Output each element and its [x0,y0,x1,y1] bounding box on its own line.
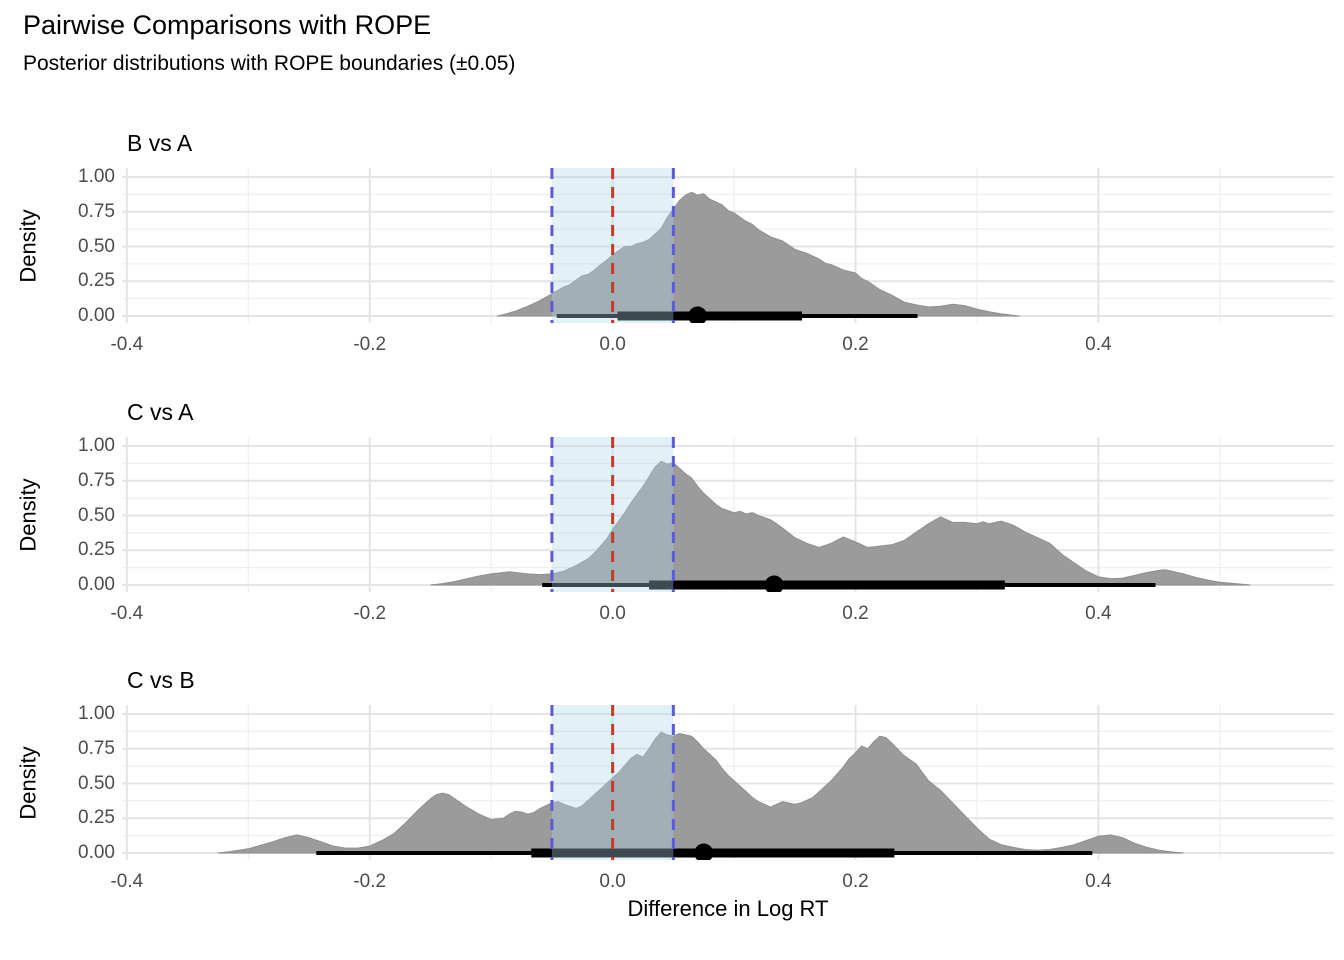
x-tick-label: -0.2 [353,871,387,892]
point-estimate [694,843,714,860]
y-tick-label: 0.00 [78,305,115,326]
y-tick-label: 1.00 [78,703,115,724]
x-tick-label: -0.2 [353,603,387,624]
y-tick-label: 1.00 [78,166,115,187]
density-area [430,460,1251,586]
y-tick-label: 0.75 [78,469,115,491]
y-tick-label: 0.75 [78,200,115,222]
y-tick-label: 0.75 [78,737,115,759]
facet-title: C vs B [127,667,195,693]
facet-title: C vs A [127,399,194,425]
y-tick-label: 0.25 [78,270,115,292]
plot-title: Pairwise Comparisons with ROPE [23,10,432,40]
x-tick-label: 0.4 [1085,334,1112,355]
density-panel [122,168,1334,323]
x-tick-label: 0.2 [842,334,869,355]
density-panel [122,705,1334,860]
x-tick-label: 0.0 [599,603,626,624]
x-tick-label: 0.0 [599,871,626,892]
point-estimate [688,306,708,323]
x-tick-label: 0.4 [1085,603,1112,624]
y-tick-label: 0.25 [78,807,115,829]
density-panel [122,437,1334,592]
x-tick-label: -0.2 [353,334,387,355]
x-tick-label: 0.0 [599,334,626,355]
x-tick-label: -0.4 [110,871,144,892]
plot-subtitle: Posterior distributions with ROPE bounda… [23,52,516,75]
point-estimate [764,575,784,592]
facet-title: B vs A [127,130,193,156]
density-area [217,731,1184,854]
x-tick-label: 0.2 [842,871,869,892]
x-tick-label: 0.4 [1085,871,1112,892]
x-tick-label: -0.4 [110,603,144,624]
x-tick-label: 0.2 [842,603,869,624]
y-tick-label: 0.50 [78,235,115,257]
density-area [497,191,1020,317]
y-tick-label: 0.00 [78,574,115,595]
y-tick-label: 0.25 [78,539,115,561]
y-tick-label: 1.00 [78,435,115,456]
y-tick-label: 0.00 [78,842,115,863]
x-axis-title: Difference in Log RT [627,896,829,921]
y-tick-label: 0.50 [78,772,115,794]
y-tick-label: 0.50 [78,504,115,526]
x-tick-label: -0.4 [110,334,144,355]
